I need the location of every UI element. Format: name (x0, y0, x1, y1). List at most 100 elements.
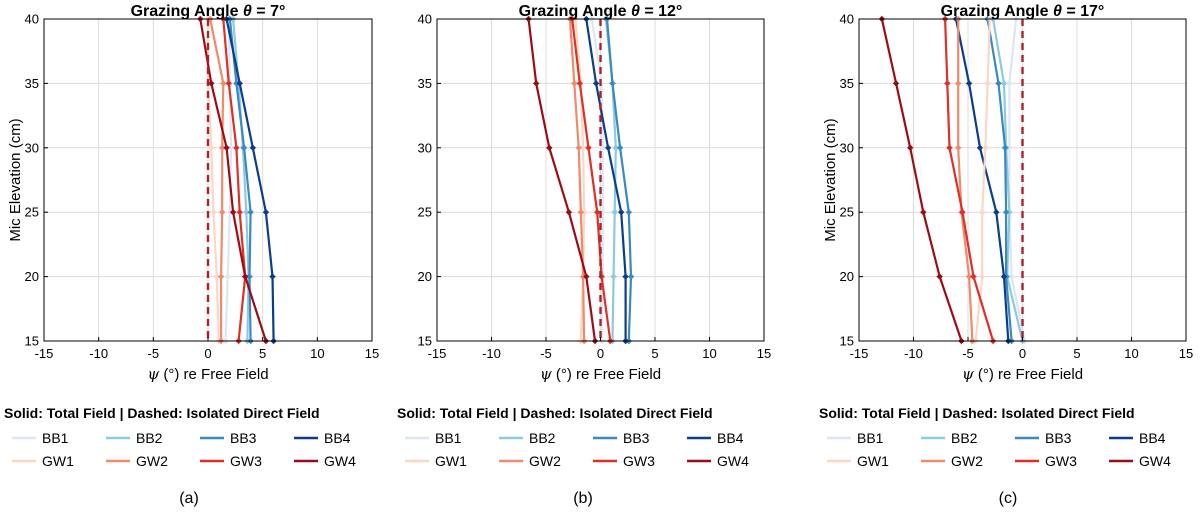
legend-label: GW3 (1045, 453, 1077, 469)
series-line-gw4 (880, 18, 963, 342)
data-point-gw4 (892, 80, 900, 87)
data-point-gw2 (219, 209, 226, 216)
y-axis-label: Mic Elevation (cm) (822, 118, 839, 241)
data-point-gw4 (229, 209, 237, 216)
x-axis-label: ψ (°) re Free Field (962, 365, 1083, 383)
panel-3: -15 -10 -5 0 5 10 15 15 20 25 30 35 40 Grazing Angle … (819, 3, 1193, 507)
series-line-gw3 (571, 18, 612, 342)
x-tick-label: 5 (259, 346, 266, 361)
x-tick-label: 0 (204, 346, 211, 361)
legend-label: GW4 (324, 453, 356, 469)
legend-title: Solid: Total Field | Dashed: Isolated Di… (4, 405, 320, 421)
y-tick-label: 15 (25, 334, 39, 349)
legend-item-gw3: GW3 (1015, 453, 1077, 469)
data-point-gw4 (223, 144, 230, 151)
data-point-gw1 (213, 273, 220, 280)
x-tick-label: -15 (428, 346, 447, 361)
data-point-gw2 (577, 209, 585, 216)
data-point-bb4 (249, 144, 257, 151)
series-line-bb4 (585, 18, 627, 341)
legend-label: BB4 (324, 430, 351, 446)
y-tick-label: 20 (25, 269, 39, 284)
y-axis-label: Mic Elevation (cm) (7, 118, 24, 241)
data-point-bb3 (627, 273, 635, 280)
legend-item-gw2: GW2 (921, 453, 983, 469)
legend-label: BB1 (435, 430, 462, 446)
series-line-bb3 (605, 18, 633, 342)
legend-item-bb2: BB2 (106, 430, 163, 446)
legend-item-gw1: GW1 (405, 453, 467, 469)
series-line-gw2 (568, 18, 586, 342)
chart-title: Grazing Angle θ = 7° (131, 3, 286, 20)
x-tick-label: -10 (89, 346, 108, 361)
data-point-bb2 (612, 144, 619, 151)
data-point-gw4 (583, 273, 590, 280)
data-point-bb4 (592, 80, 600, 87)
data-point-bb3 (1002, 209, 1010, 216)
data-point-gw3 (970, 273, 977, 280)
data-point-gw3 (944, 80, 951, 87)
legend-label: BB4 (717, 430, 744, 446)
data-point-bb4 (1000, 273, 1008, 280)
x-tick-label: 10 (702, 346, 716, 361)
series-line-gw4 (527, 18, 597, 342)
series-line-bb4 (954, 18, 1010, 342)
data-point-gw2 (954, 80, 962, 87)
data-point-gw2 (954, 144, 962, 151)
series-line-bb4 (225, 18, 275, 342)
x-tick-label: 0 (1019, 346, 1026, 361)
y-tick-label: 25 (840, 205, 854, 220)
x-axis-label: ψ (°) re Free Field (147, 365, 268, 383)
data-point-gw3 (585, 144, 592, 151)
data-point-bb3 (246, 273, 253, 280)
panel-2: -15 -10 -5 0 5 10 15 15 20 25 30 35 40 Grazing Angle … (397, 3, 771, 507)
x-axis-label-text: (°) re Free Field (159, 366, 268, 383)
x-tick-label: -15 (35, 346, 54, 361)
series-line-bb1 (1008, 18, 1026, 342)
legend-label: GW2 (529, 453, 561, 469)
data-point-gw3 (225, 80, 232, 87)
data-point-gw1 (580, 209, 588, 216)
x-axis-label-text: (°) re Free Field (974, 366, 1083, 383)
panel-caption: (c) (999, 490, 1018, 507)
legend-label: BB2 (529, 430, 556, 446)
chart-title-suffix: = 17° (1062, 3, 1104, 20)
x-tick-label: 15 (1179, 346, 1193, 361)
data-point-bb4 (976, 144, 984, 151)
panel-1: -15 -10 -5 0 5 10 15 15 20 25 30 35 40 Grazing Angle … (4, 3, 379, 507)
legend-title: Solid: Total Field | Dashed: Isolated Di… (397, 405, 713, 421)
x-tick-label: 15 (757, 346, 771, 361)
data-point-bb4 (604, 144, 612, 151)
data-point-gw2 (219, 144, 226, 151)
x-tick-label: 10 (310, 346, 324, 361)
y-tick-label: 20 (840, 269, 854, 284)
x-tick-label: 10 (1124, 346, 1138, 361)
data-point-bb1 (226, 209, 234, 216)
legend-label: BB2 (951, 430, 978, 446)
x-axis-label-symbol: ψ (962, 365, 974, 383)
data-point-bb3 (240, 144, 248, 151)
data-point-gw2 (575, 144, 582, 151)
data-point-bb1 (227, 144, 235, 151)
data-point-bb4 (622, 273, 629, 280)
series-line-gw3 (944, 18, 995, 342)
data-point-bb2 (1006, 209, 1013, 216)
x-axis-label-symbol: ψ (147, 365, 159, 383)
panel-caption: (b) (573, 490, 593, 507)
y-tick-label: 40 (840, 12, 854, 27)
data-point-gw4 (208, 80, 215, 87)
data-point-gw4 (546, 144, 553, 151)
legend-label: BB3 (230, 430, 257, 446)
x-tick-label: 5 (651, 346, 658, 361)
data-point-gw3 (946, 144, 953, 151)
y-tick-label: 40 (418, 12, 432, 27)
legend-item-gw2: GW2 (106, 453, 168, 469)
y-tick-label: 25 (418, 205, 432, 220)
legend-item-gw3: GW3 (593, 453, 655, 469)
legend-item-gw1: GW1 (827, 453, 889, 469)
data-point-gw1 (984, 80, 991, 87)
data-point-gw2 (217, 273, 225, 280)
chart-title-prefix: Grazing Angle (519, 3, 631, 20)
legend-label: GW4 (717, 453, 749, 469)
